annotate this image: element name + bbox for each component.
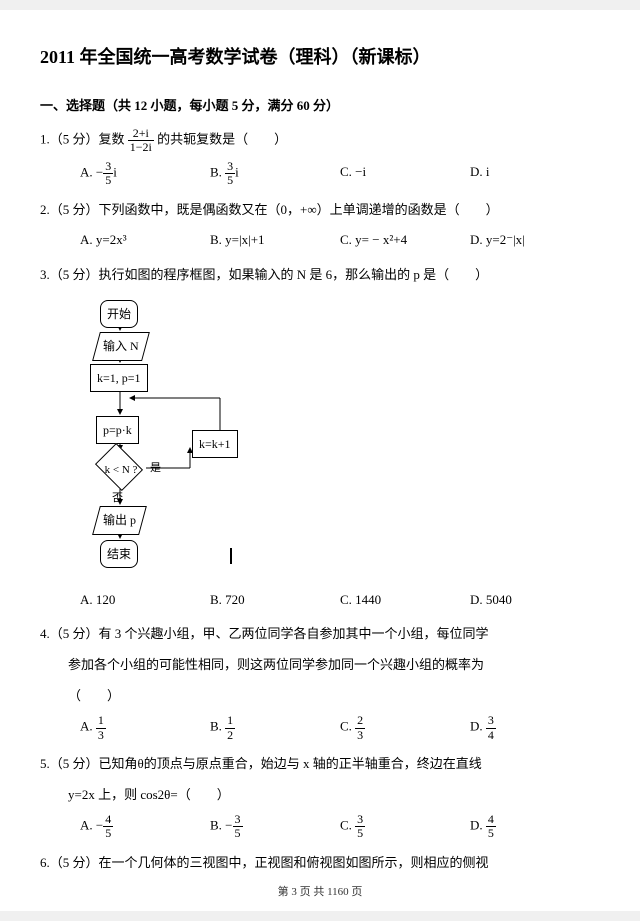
q4-optB: B. 12 xyxy=(210,714,340,741)
question-5-line2: y=2x 上，则 cos2θ=（ ） xyxy=(40,783,600,808)
q3-options: A. 120 B. 720 C. 1440 D. 5040 xyxy=(40,588,600,613)
flow-start: 开始 xyxy=(100,300,138,329)
q5-optC: C. 35 xyxy=(340,813,470,840)
question-3: 3.（5 分）执行如图的程序框图，如果输入的 N 是 6，那么输出的 p 是（ … xyxy=(40,263,600,288)
flow-input: 输入 N xyxy=(92,332,149,361)
q2-optC: C. y= − x²+4 xyxy=(340,228,470,253)
q5-optA: A. −45 xyxy=(80,813,210,840)
question-4-line3: （ ） xyxy=(40,684,600,709)
question-2: 2.（5 分）下列函数中，既是偶函数又在（0，+∞）上单调递增的函数是（ ） xyxy=(40,198,600,223)
flow-init: k=1, p=1 xyxy=(90,364,148,393)
flow-cond: k < N ? xyxy=(100,460,142,481)
q4-optA: A. 13 xyxy=(80,714,210,741)
q2-optA: A. y=2x³ xyxy=(80,228,210,253)
q3-optB: B. 720 xyxy=(210,588,340,613)
q1-frac: 2+i 1−2i xyxy=(128,127,154,154)
q5-optB: B. −35 xyxy=(210,813,340,840)
q2-optD: D. y=2⁻|x| xyxy=(470,228,600,253)
q5-optD: D. 45 xyxy=(470,813,600,840)
question-5-line1: 5.（5 分）已知角θ的顶点与原点重合，始边与 x 轴的正半轴重合，终边在直线 xyxy=(40,752,600,777)
flow-output: 输出 p xyxy=(92,506,147,535)
q5-options: A. −45 B. −35 C. 35 D. 45 xyxy=(40,813,600,840)
flow-inc: k=k+1 xyxy=(192,430,238,459)
q3-optD: D. 5040 xyxy=(470,588,600,613)
q1-optA: A. −35i xyxy=(80,160,210,187)
q4-optD: D. 34 xyxy=(470,714,600,741)
question-4-line2: 参加各个小组的可能性相同，则这两位同学参加同一个兴趣小组的概率为 xyxy=(40,653,600,678)
page-title: 2011 年全国统一高考数学试卷（理科）（新课标） xyxy=(40,40,600,74)
q3-optC: C. 1440 xyxy=(340,588,470,613)
q3-optA: A. 120 xyxy=(80,588,210,613)
section-header: 一、选择题（共 12 小题，每小题 5 分，满分 60 分） xyxy=(40,94,600,119)
q1-optC: C. −i xyxy=(340,160,470,187)
document-page: 2011 年全国统一高考数学试卷（理科）（新课标） 一、选择题（共 12 小题，… xyxy=(0,10,640,911)
question-6: 6.（5 分）在一个几何体的三视图中，正视图和俯视图如图所示，则相应的侧视 xyxy=(40,851,600,876)
q2-optB: B. y=|x|+1 xyxy=(210,228,340,253)
q1-text: 1.（5 分）复数 xyxy=(40,132,125,147)
q2-options: A. y=2x³ B. y=|x|+1 C. y= − x²+4 D. y=2⁻… xyxy=(40,228,600,253)
q4-optC: C. 23 xyxy=(340,714,470,741)
question-4-line1: 4.（5 分）有 3 个兴趣小组，甲、乙两位同学各自参加其中一个小组，每位同学 xyxy=(40,622,600,647)
flowchart: 开始 输入 N k=1, p=1 p=p·k k=k+1 k < N ? 是 否… xyxy=(70,298,330,578)
page-footer: 第 3 页 共 1160 页 xyxy=(0,882,640,903)
q1-options: A. −35i B. 35i C. −i D. i xyxy=(40,160,600,187)
flow-calc: p=p·k xyxy=(96,416,139,445)
q4-options: A. 13 B. 12 C. 23 D. 34 xyxy=(40,714,600,741)
question-1: 1.（5 分）复数 2+i 1−2i 的共轭复数是（ ） xyxy=(40,127,600,154)
q1-optD: D. i xyxy=(470,160,600,187)
q1-optB: B. 35i xyxy=(210,160,340,187)
flow-end: 结束 xyxy=(100,540,138,569)
flow-yes: 是 xyxy=(150,458,161,479)
text-cursor xyxy=(230,548,232,564)
q1-text2: 的共轭复数是（ ） xyxy=(157,132,287,147)
